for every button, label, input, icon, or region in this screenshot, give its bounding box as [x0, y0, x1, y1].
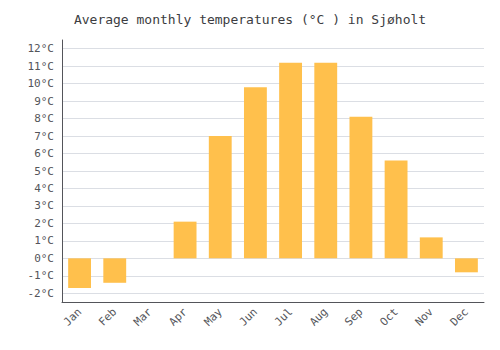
svg-text:11°C: 11°C: [28, 60, 55, 73]
svg-text:Jan: Jan: [61, 305, 84, 328]
svg-text:-1°C: -1°C: [28, 269, 55, 282]
svg-text:May: May: [202, 305, 225, 328]
svg-text:10°C: 10°C: [28, 77, 55, 90]
svg-text:Dec: Dec: [448, 305, 471, 328]
svg-text:3°C: 3°C: [34, 199, 54, 212]
svg-text:5°C: 5°C: [34, 165, 54, 178]
svg-text:1°C: 1°C: [34, 234, 54, 247]
svg-text:Average monthly temperatures (: Average monthly temperatures (°C ) in Sj…: [74, 12, 426, 27]
svg-text:7°C: 7°C: [34, 130, 54, 143]
svg-text:Sep: Sep: [342, 305, 365, 328]
svg-text:Mar: Mar: [131, 305, 154, 328]
svg-text:Apr: Apr: [166, 305, 189, 328]
svg-text:Jun: Jun: [237, 305, 260, 328]
svg-text:9°C: 9°C: [34, 95, 54, 108]
svg-text:-2°C: -2°C: [28, 287, 55, 300]
svg-text:12°C: 12°C: [28, 42, 55, 55]
svg-text:Feb: Feb: [96, 305, 119, 328]
svg-text:Jul: Jul: [272, 305, 295, 328]
svg-text:6°C: 6°C: [34, 147, 54, 160]
svg-text:8°C: 8°C: [34, 112, 54, 125]
svg-text:Nov: Nov: [413, 305, 436, 328]
svg-text:4°C: 4°C: [34, 182, 54, 195]
svg-text:2°C: 2°C: [34, 217, 54, 230]
svg-text:Oct: Oct: [377, 305, 400, 328]
svg-text:Aug: Aug: [307, 305, 330, 328]
svg-text:0°C: 0°C: [34, 252, 54, 265]
